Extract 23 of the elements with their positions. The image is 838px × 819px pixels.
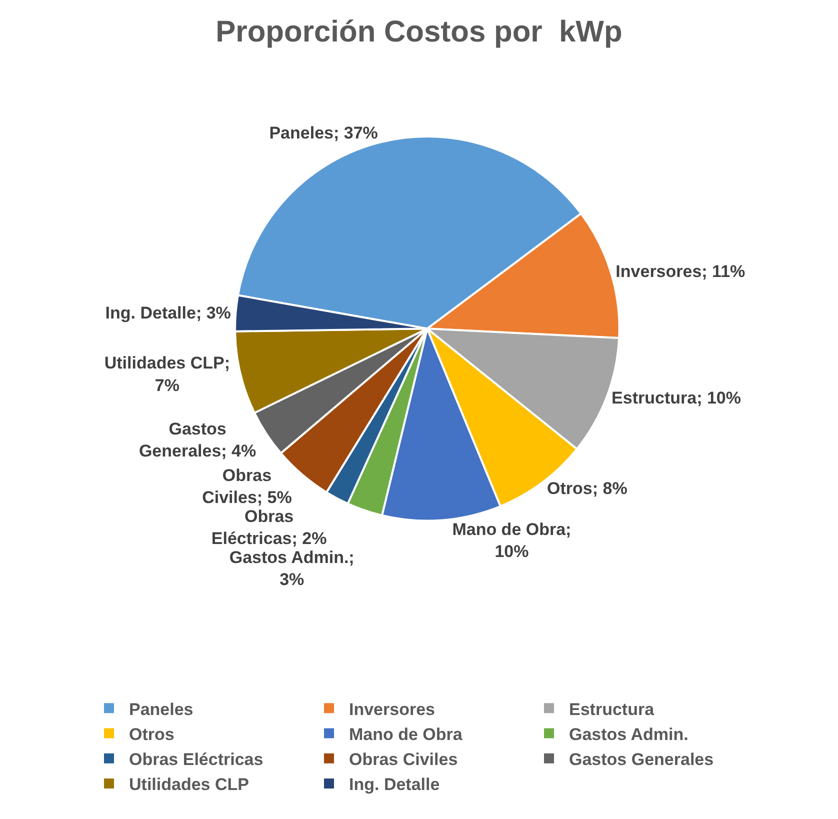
legend-label: Utilidades CLP [129,775,249,794]
data-label: Mano de Obra; 10% [452,520,572,562]
data-label: Paneles; 37% [269,123,378,142]
data-label: Gastos Generales; 4% [138,419,256,461]
legend-label: Gastos Generales [569,750,714,769]
legend-label: Obras Eléctricas [129,750,264,769]
legend-label: Otros [129,724,174,744]
data-label: Obras Eléctricas; 2% [211,506,327,548]
legend-label: Ing. Detalle [349,775,440,794]
legend-label: Estructura [569,700,655,719]
data-label: Ing. Detalle; 3% [105,304,231,323]
legend-label: Gastos Admin. [569,724,688,744]
data-label: Otros; 8% [547,479,628,498]
data-label: Estructura; 10% [612,388,741,408]
legend-label: Obras Civiles [349,750,458,769]
data-label: Gastos Admin.; 3% [229,548,354,590]
data-label: Utilidades CLP; 7% [104,354,230,395]
data-label: Obras Civiles; 5% [202,466,292,507]
chart-title: Proporción Costos por kWp [216,15,622,48]
legend-label: Inversores [349,700,435,719]
data-label: Inversores; 11% [616,262,746,282]
legend-label: Mano de Obra [349,724,463,744]
legend-label: Paneles [129,700,194,719]
